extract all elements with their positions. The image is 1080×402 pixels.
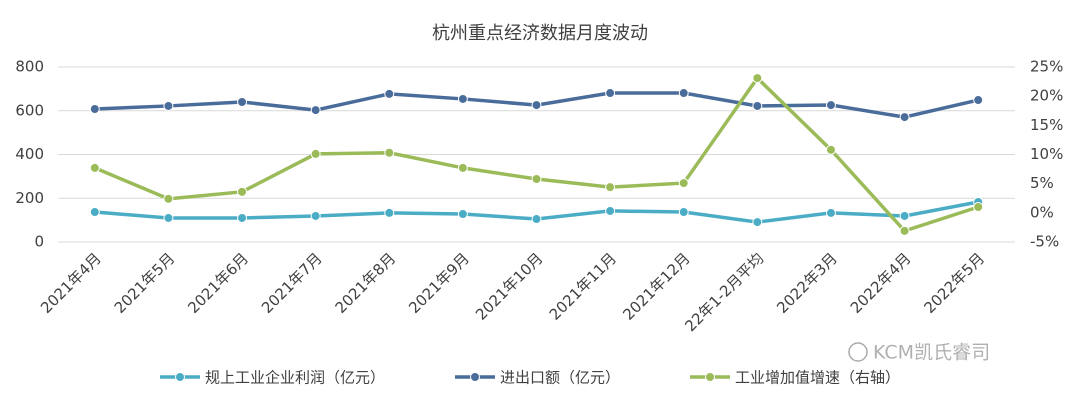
y2-tick-label: 20% — [1030, 87, 1063, 105]
data-point — [163, 212, 174, 223]
data-point — [163, 100, 174, 111]
data-point — [384, 207, 395, 218]
data-point — [678, 88, 689, 99]
data-point — [752, 73, 763, 84]
data-point — [825, 100, 836, 111]
y2-tick-label: 25% — [1030, 58, 1063, 76]
data-point — [605, 205, 616, 216]
data-point — [678, 178, 689, 189]
y-tick-label: 400 — [15, 145, 44, 163]
data-point — [531, 174, 542, 184]
legend-marker — [175, 372, 185, 382]
x-tick-label: 2021年7月 — [258, 249, 326, 317]
x-tick-label: 2022年5月 — [921, 249, 989, 317]
y2-tick-label: -5% — [1030, 233, 1059, 251]
x-tick-label: 2021年6月 — [184, 249, 252, 317]
chart-title: 杭州重点经济数据月度波动 — [432, 23, 648, 44]
legend-marker — [470, 372, 480, 382]
y2-tick-label: 15% — [1030, 116, 1063, 134]
data-point — [457, 209, 468, 219]
x-tick-label: 2021年4月 — [37, 249, 105, 317]
data-point — [899, 225, 910, 236]
data-point — [825, 144, 836, 155]
data-point — [531, 100, 542, 111]
legend-label: 规上工业企业利润（亿元） — [205, 369, 385, 387]
data-point — [384, 147, 395, 158]
x-tick-label: 2021年9月 — [405, 249, 473, 317]
x-tick-label: 2021年10月 — [472, 249, 546, 323]
data-point — [89, 104, 100, 114]
x-tick-label: 22年1-2月平均 — [681, 249, 767, 335]
y-tick-label: 200 — [15, 189, 44, 207]
data-point — [531, 214, 542, 225]
data-point — [678, 207, 689, 218]
data-point — [752, 217, 763, 228]
x-tick-label: 2021年8月 — [332, 249, 400, 317]
data-point — [899, 210, 910, 221]
data-point — [973, 95, 984, 106]
data-point — [605, 88, 616, 99]
watermark-icon — [848, 342, 868, 362]
x-tick-label: 2021年12月 — [619, 249, 693, 323]
y2-tick-label: 10% — [1030, 145, 1063, 163]
data-point — [457, 93, 468, 104]
data-point — [163, 193, 174, 204]
data-point — [237, 97, 248, 107]
data-point — [825, 207, 836, 218]
data-point — [605, 182, 616, 193]
data-point — [310, 148, 321, 159]
data-point — [384, 88, 395, 99]
data-point — [457, 162, 468, 173]
data-point — [237, 212, 248, 223]
data-point — [752, 100, 763, 111]
x-tick-label: 2022年3月 — [773, 249, 841, 317]
x-tick-label: 2021年5月 — [111, 249, 179, 317]
y-tick-label: 800 — [15, 58, 44, 76]
x-tick-label: 2021年11月 — [546, 249, 620, 323]
y2-tick-label: 0% — [1030, 203, 1054, 221]
legend-label: 进出口额（亿元） — [500, 369, 620, 387]
y2-tick-label: 5% — [1030, 174, 1054, 192]
y-tick-label: 600 — [15, 101, 44, 119]
data-point — [89, 162, 100, 173]
data-point — [310, 105, 321, 116]
data-point — [310, 210, 321, 221]
data-point — [899, 112, 910, 123]
legend-label: 工业增加值增速（右轴） — [735, 369, 900, 387]
x-tick-label: 2022年4月 — [847, 249, 915, 317]
data-point — [973, 202, 984, 212]
watermark: KCM凯氏睿司 — [848, 342, 990, 364]
legend-marker — [705, 372, 715, 382]
y-tick-label: 0 — [34, 233, 44, 251]
data-point — [237, 186, 248, 197]
data-point — [89, 207, 100, 218]
watermark-text: KCM凯氏睿司 — [873, 342, 990, 364]
